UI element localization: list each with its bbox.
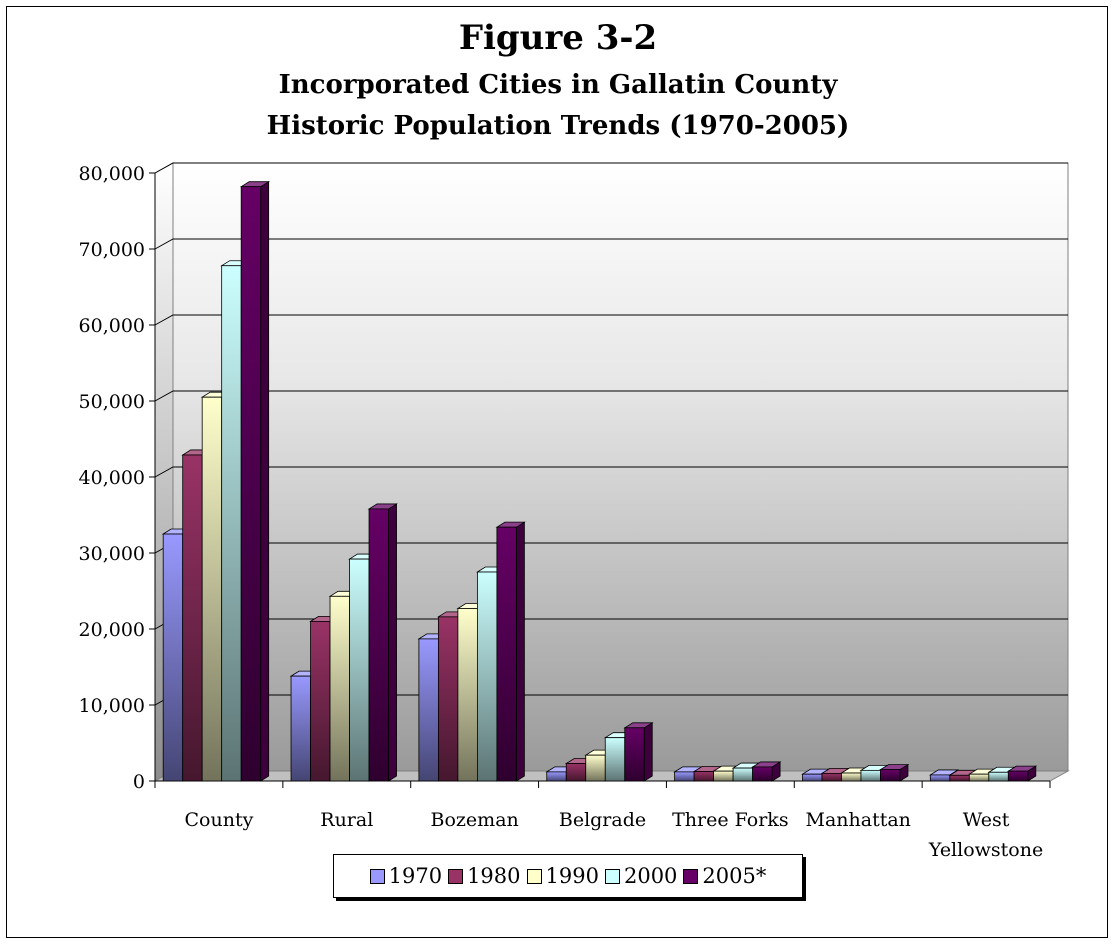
bar-2005-rural: [367, 503, 398, 782]
bar-front: [418, 638, 439, 782]
x-category-label: Bozeman: [431, 809, 519, 831]
bar-front: [713, 770, 734, 782]
y-tick-label: 40,000: [79, 467, 145, 489]
y-tick-label: 70,000: [79, 239, 145, 261]
bar-front: [349, 558, 370, 782]
legend-label: 2000: [623, 864, 678, 888]
bar-front: [732, 767, 754, 782]
bar-front: [988, 771, 1009, 782]
bar-front: [182, 454, 203, 782]
legend-item: 1970: [369, 864, 443, 888]
legend-swatch: [448, 868, 464, 884]
gridline: [154, 466, 1068, 478]
bar-front: [457, 608, 478, 782]
bar-front: [546, 771, 567, 782]
legend-swatch: [683, 868, 699, 884]
chart-legend: 1970 1980 1990 2000 2005*: [333, 854, 803, 898]
y-tick-label: 10,000: [79, 695, 145, 717]
legend-swatch: [526, 868, 542, 884]
x-category-label: West Yellowstone: [928, 809, 1043, 861]
bar-front: [949, 774, 970, 782]
bar-front: [476, 571, 498, 782]
bar-front: [368, 508, 389, 782]
legend-label: 1970: [388, 864, 443, 888]
bar-front: [604, 737, 626, 782]
bar-front: [437, 616, 459, 782]
y-tick-label: 80,000: [79, 163, 145, 185]
chart-subtitle-line-2: Historic Population Trends (1970-2005): [266, 111, 850, 141]
bar-front: [201, 396, 223, 782]
x-category-label: Belgrade: [559, 809, 646, 831]
chart-subtitle-line-1: Incorporated Cities in Gallatin County: [278, 70, 838, 100]
bar-2005-west-yellowstone: [1006, 765, 1038, 782]
bar-front: [674, 771, 695, 782]
x-category-label: Manhattan: [806, 809, 911, 831]
bar-front: [693, 771, 715, 782]
bar-front: [329, 595, 350, 782]
bar-front: [565, 763, 587, 782]
bar-front: [860, 769, 881, 782]
bar-front: [496, 526, 517, 782]
bar-front: [1007, 770, 1029, 782]
bar-front: [162, 533, 184, 782]
x-category-label: County: [185, 809, 254, 831]
bar-front: [752, 766, 773, 782]
legend-item: 1980: [448, 864, 521, 888]
bar-front: [310, 621, 331, 782]
legend-swatch: [604, 868, 620, 884]
bar-2005-belgrade: [623, 722, 654, 782]
bar-front: [841, 772, 862, 782]
bar-front: [880, 769, 901, 782]
x-category-label: Rural: [320, 809, 373, 831]
bar-front: [290, 675, 311, 782]
bar-front: [929, 774, 951, 782]
y-tick-label: 50,000: [79, 391, 145, 413]
x-category-label: Three Forks: [672, 809, 788, 831]
bar-front: [802, 773, 823, 782]
bar-front: [585, 754, 606, 782]
bar-front: [821, 773, 842, 782]
gridline: [154, 390, 1068, 402]
bar-front: [968, 773, 990, 782]
legend-label: 1980: [467, 864, 521, 888]
legend-item: 2005*: [683, 864, 766, 888]
y-tick-label: 20,000: [79, 619, 145, 641]
bar-side: [515, 521, 525, 782]
legend-item: 1990: [526, 864, 599, 888]
bar-side: [388, 503, 397, 782]
legend-swatch: [369, 868, 385, 884]
chart-title: Figure 3-2: [458, 18, 658, 58]
bar-front: [624, 727, 645, 782]
gridline: [154, 238, 1068, 250]
bar-2005-county: [239, 180, 271, 782]
bar-2005-bozeman: [495, 521, 526, 782]
bar-front: [240, 186, 262, 782]
gridline: [154, 314, 1068, 326]
bar-side: [260, 180, 270, 782]
bar-2005-three-forks: [751, 761, 782, 782]
bar-side: [643, 722, 653, 782]
bar-2005-manhattan: [879, 763, 910, 782]
legend-item: 2000: [604, 864, 678, 888]
y-tick-label: 0: [133, 771, 145, 793]
bar-front: [221, 265, 242, 782]
legend-label: 1990: [545, 864, 599, 888]
legend-label: 2005*: [702, 864, 767, 888]
y-tick-label: 30,000: [79, 543, 145, 565]
gridline: [154, 162, 1068, 174]
y-tick-label: 60,000: [79, 315, 145, 337]
